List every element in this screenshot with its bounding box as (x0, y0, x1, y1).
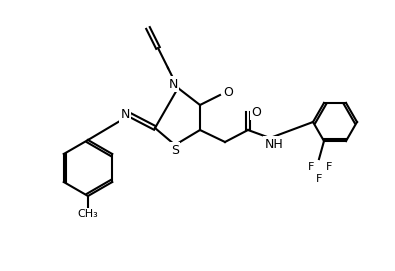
Text: N: N (120, 108, 130, 121)
Text: O: O (251, 105, 261, 118)
Text: CH₃: CH₃ (78, 209, 98, 219)
Text: F: F (326, 162, 332, 172)
Text: S: S (171, 144, 179, 156)
Text: O: O (223, 85, 233, 98)
Text: N: N (168, 78, 178, 91)
Text: NH: NH (265, 137, 283, 150)
Text: F: F (308, 162, 314, 172)
Text: F: F (316, 174, 322, 184)
